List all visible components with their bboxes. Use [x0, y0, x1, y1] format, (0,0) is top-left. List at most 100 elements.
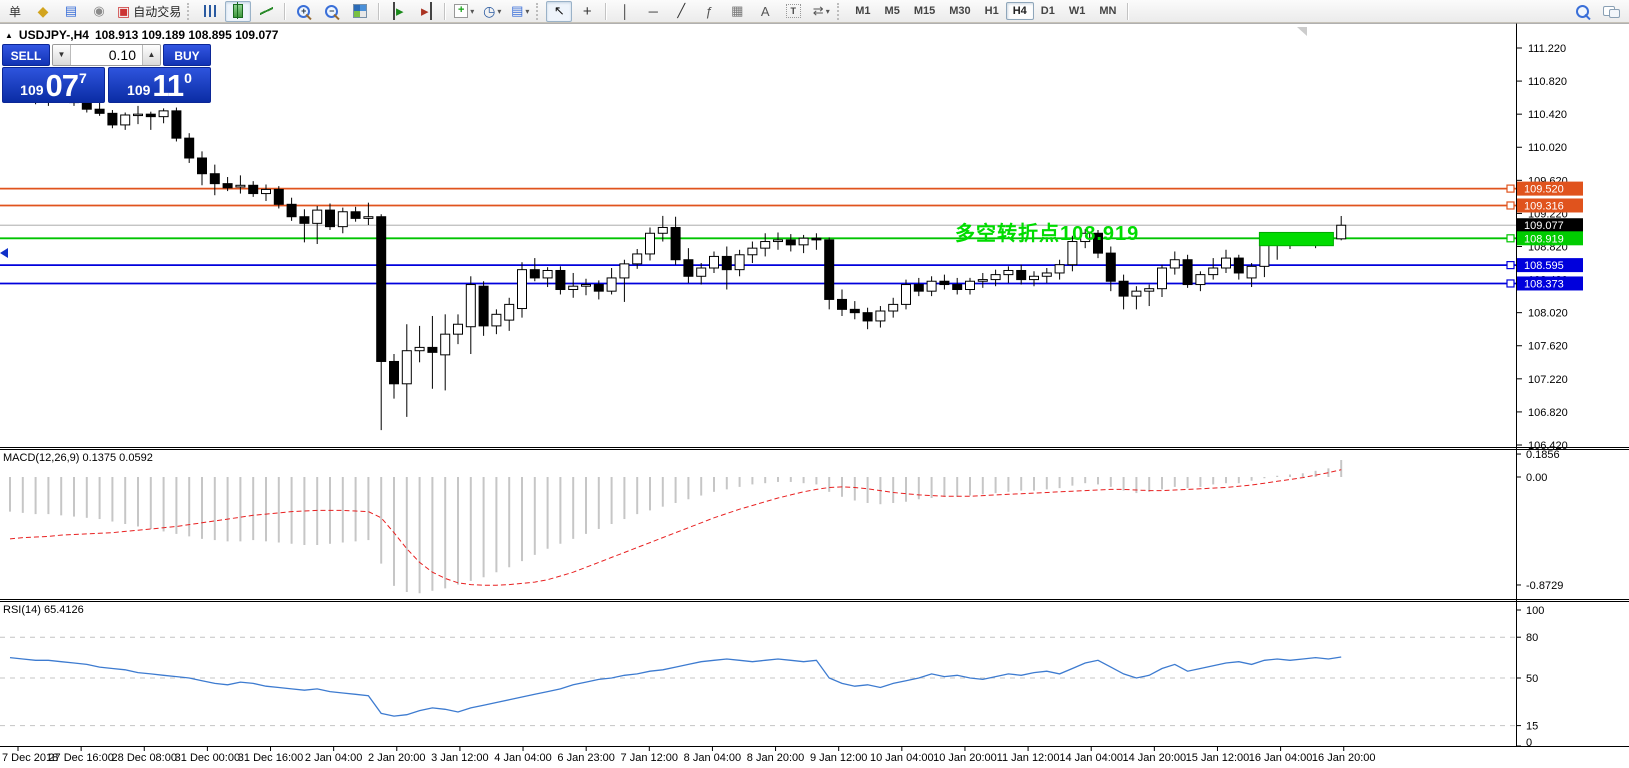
scroll-end-triangle-icon[interactable] [1297, 27, 1307, 36]
price-axis[interactable]: 111.220110.820110.420110.020109.620109.2… [1517, 43, 1568, 749]
timeframe-d1[interactable]: D1 [1040, 5, 1055, 17]
new-order-button[interactable]: 单 [8, 4, 21, 19]
vertical-line-icon[interactable]: │ [612, 1, 638, 22]
buy-price-main: 11 [152, 68, 184, 103]
candlestick-chart-icon[interactable] [225, 0, 252, 22]
search-icon[interactable] [1570, 1, 1596, 22]
timeframe-m5[interactable]: M5 [884, 5, 900, 17]
dropdown-arrow-icon[interactable]: ▾ [825, 6, 830, 16]
volume-increase-button[interactable]: ▲ [142, 45, 160, 65]
sell-price-base: 109 [20, 82, 44, 98]
svg-text:8 Jan 20:00: 8 Jan 20:00 [747, 752, 805, 764]
bar-chart-icon [204, 5, 217, 17]
green-zone-rectangle[interactable] [1258, 231, 1334, 247]
svg-text:10 Jan 04:00: 10 Jan 04:00 [870, 752, 934, 764]
timeframe-h1[interactable]: H1 [984, 5, 999, 17]
line-handle-109.520[interactable] [1506, 184, 1515, 193]
auto-scroll-icon[interactable]: ▸ [385, 1, 411, 22]
tile-windows-icon [353, 4, 368, 18]
svg-text:2 Jan 04:00: 2 Jan 04:00 [305, 752, 363, 764]
indicators-icon[interactable]: + ▾ [451, 1, 477, 22]
price-label-108.373 [1517, 276, 1583, 291]
price-label-108.919 [1517, 231, 1583, 246]
cursor-icon[interactable]: ↖ [546, 0, 573, 22]
timeframe-m15[interactable]: M15 [913, 5, 936, 17]
line-handle-108.919[interactable] [1506, 234, 1515, 243]
svg-text:15: 15 [1526, 721, 1538, 733]
dropdown-arrow-icon[interactable]: ▾ [525, 6, 530, 16]
line-handle-109.316[interactable] [1506, 201, 1515, 210]
line-handle-108.595[interactable] [1506, 261, 1515, 270]
collapse-triangle-icon[interactable]: ▲ [5, 30, 13, 40]
toolbar-separator [284, 2, 287, 20]
arrows-icon[interactable]: ⇄ ▾ [808, 1, 834, 22]
toolbar-drag-handle[interactable] [536, 2, 541, 20]
chat-icon[interactable] [1598, 1, 1624, 22]
text-icon: A [760, 3, 770, 19]
dropdown-arrow-icon[interactable]: ▾ [497, 6, 502, 16]
autotrading-icon[interactable]: ▣ 自动交易 [114, 1, 184, 22]
svg-text:4 Jan 04:00: 4 Jan 04:00 [494, 752, 552, 764]
symbol-period-label: USDJPY-,H4 [18, 28, 89, 42]
ohlc-values: 108.913 109.189 108.895 109.077 [94, 28, 279, 42]
text-label-icon[interactable]: T [780, 1, 806, 22]
timeframe-h4[interactable]: H4 [1005, 2, 1034, 20]
svg-text:107.220: 107.220 [1528, 374, 1568, 386]
timeframe-mn[interactable]: MN [1099, 5, 1117, 17]
timeframe-m1[interactable]: M1 [855, 5, 871, 17]
text-label-icon: T [785, 4, 801, 18]
svg-text:14 Jan 04:00: 14 Jan 04:00 [1059, 752, 1123, 764]
svg-text:111.220: 111.220 [1528, 43, 1566, 55]
svg-text:109.520: 109.520 [1524, 184, 1564, 196]
svg-text:109.316: 109.316 [1524, 200, 1564, 212]
volume-input[interactable] [71, 45, 142, 65]
line-handle-108.373[interactable] [1506, 279, 1515, 288]
main-toolbar: 单 ◆ ▤ ◉ ▣ 自动交易 + − ▸ ▸ + ▾ ◷ ▾ ▤ ▾ ↖ + │ ─ ╱ ƒ ▦ A T ⇄ ▾ M1 M5 M15 M30… [0, 0, 1629, 23]
timeframe-w1[interactable]: W1 [1068, 5, 1086, 17]
buy-button[interactable]: BUY [163, 44, 211, 66]
pivot-annotation-text[interactable]: 多空转折点108.919 [955, 223, 1140, 245]
autotrading-label: 自动交易 [133, 4, 182, 19]
svg-text:31 Dec 00:00: 31 Dec 00:00 [175, 752, 240, 764]
price-label-109.077 [1517, 218, 1583, 233]
zoom-in-icon[interactable]: + [291, 1, 317, 22]
periods-icon[interactable]: ◷ ▾ [479, 1, 505, 22]
horizontal-line-icon[interactable]: ─ [640, 1, 666, 22]
tile-windows-icon[interactable] [347, 1, 373, 22]
crosshair-icon[interactable]: + [574, 1, 600, 22]
svg-text:107.620: 107.620 [1528, 341, 1568, 353]
line-chart-icon[interactable] [253, 1, 279, 22]
svg-text:0.00: 0.00 [1526, 472, 1547, 484]
chart-ohlc-header: ▲ USDJPY-,H4 108.913 109.189 108.895 109… [5, 28, 278, 42]
volume-decrease-button[interactable]: ▼ [53, 45, 71, 65]
trendline-icon[interactable]: ╱ [668, 1, 694, 22]
chart-shift-icon[interactable]: ▸ [413, 1, 439, 22]
new-order-icon[interactable]: ◆ [30, 1, 56, 22]
templates-icon[interactable]: ▤ ▾ [507, 1, 533, 22]
chart-window-icon[interactable]: ▤ [58, 1, 84, 22]
fibo-channel-icon[interactable]: ▦ [724, 1, 750, 22]
toolbar-drag-handle[interactable] [187, 2, 192, 20]
trendline-icon: ╱ [677, 3, 686, 18]
toolbar-separator [378, 2, 381, 20]
zoom-out-icon[interactable]: − [319, 1, 345, 22]
svg-text:110.020: 110.020 [1528, 142, 1567, 154]
fibonacci-icon: ƒ [705, 3, 713, 19]
bar-chart-icon[interactable] [197, 1, 223, 22]
svg-text:-0.8729: -0.8729 [1526, 580, 1563, 592]
broadcast-icon[interactable]: ◉ [86, 1, 112, 22]
svg-text:16 Jan 04:00: 16 Jan 04:00 [1249, 752, 1313, 764]
buy-price-button[interactable]: 109 11 0 [108, 67, 211, 103]
rsi-label: RSI(14) 65.4126 [3, 604, 84, 616]
arrows-icon: ⇄ [812, 3, 824, 18]
sell-price-button[interactable]: 109 07 7 [2, 67, 105, 103]
text-icon[interactable]: A [752, 1, 778, 22]
toolbar-drag-handle[interactable] [837, 2, 842, 20]
fibonacci-icon[interactable]: ƒ [696, 1, 722, 22]
timeframe-m30[interactable]: M30 [949, 5, 971, 17]
sell-button[interactable]: SELL [2, 44, 50, 66]
macd-signal-line [9, 469, 1342, 586]
dropdown-arrow-icon[interactable]: ▾ [470, 6, 475, 16]
